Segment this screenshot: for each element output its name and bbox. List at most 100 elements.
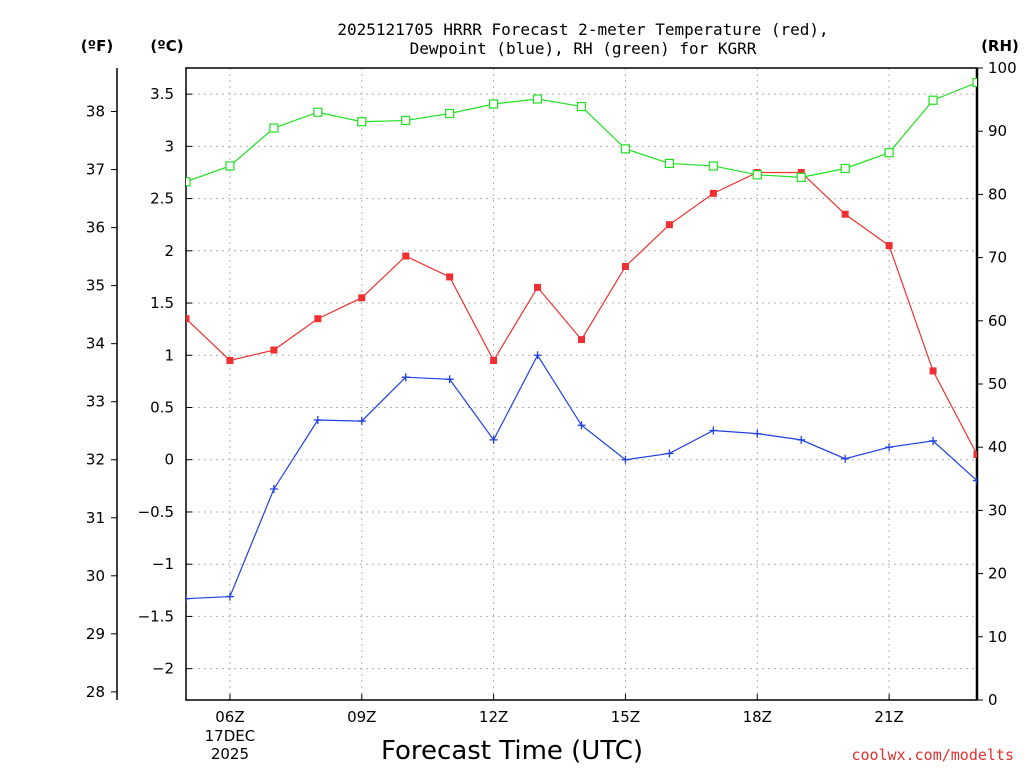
dewpoint-point [357, 417, 366, 426]
temperature-point [490, 356, 498, 364]
x-date-label: 17DEC [205, 727, 256, 745]
dewpoint-point [885, 443, 894, 452]
dewpoint-point [186, 594, 190, 603]
fahrenheit-tick-label: 30 [86, 567, 105, 585]
x-tick-label: 18Z [743, 708, 772, 726]
plot-frame [185, 67, 978, 701]
temperature-point [885, 242, 893, 250]
celsius-tick-label: −0.5 [138, 503, 174, 521]
fahrenheit-tick-label: 33 [86, 393, 105, 411]
rh-point [620, 144, 631, 154]
rh-tick-label: 90 [988, 122, 1007, 140]
rh-tick-label: 100 [988, 59, 1017, 77]
rh-tick-label: 60 [988, 312, 1007, 330]
rh-tick-label: 50 [988, 375, 1007, 393]
temperature-point [270, 346, 278, 354]
fahrenheit-tick-label: 38 [86, 103, 105, 121]
dewpoint-point [841, 454, 850, 463]
fahrenheit-tick-label: 35 [86, 277, 105, 295]
rh-point [357, 117, 367, 127]
x-tick-label: 09Z [347, 708, 376, 726]
dewpoint-point [797, 435, 806, 444]
fahrenheit-tick-label: 28 [86, 683, 105, 701]
dewpoint-point [577, 421, 586, 430]
chart-title-line1: 2025121705 HRRR Forecast 2-meter Tempera… [337, 20, 828, 39]
temperature-point [797, 168, 805, 176]
temperature-point [186, 315, 190, 323]
rh-point [796, 172, 806, 182]
rh-point [972, 77, 977, 88]
rh-point [445, 108, 455, 119]
series-line-temperature [186, 171, 977, 455]
dewpoint-point [753, 429, 762, 438]
rh-unit-label: (RH) [981, 37, 1019, 55]
temperature-point [226, 356, 234, 364]
celsius-tick-label: 0.5 [150, 399, 174, 417]
dewpoint-point [269, 484, 278, 493]
rh-point [269, 123, 279, 133]
celsius-tick-label: 3 [164, 137, 174, 155]
x-year-label: 2025 [211, 745, 249, 763]
credit-label: coolwx.com/modelts [851, 746, 1014, 764]
celsius-tick-label: 2.5 [150, 190, 174, 208]
celsius-tick-label: 3.5 [150, 85, 174, 103]
celsius-unit-label: (ºC) [150, 37, 183, 55]
rh-point [752, 170, 762, 180]
fahrenheit-unit-label: (ºF) [81, 37, 113, 55]
series-temperature [186, 168, 977, 459]
series-line-rh [186, 81, 977, 183]
rh-point [401, 115, 411, 126]
fahrenheit-tick-label: 34 [86, 335, 105, 353]
fahrenheit-tick-label: 37 [86, 161, 105, 179]
temperature-point [709, 189, 717, 197]
temperature-point [841, 210, 849, 218]
temperature-point [578, 336, 585, 344]
x-tick-label: 12Z [479, 708, 508, 726]
rh-tick-label: 80 [988, 185, 1007, 203]
dewpoint-point [313, 416, 322, 425]
temperature-point [973, 451, 977, 459]
temperature-point [621, 262, 629, 270]
rh-point [576, 101, 587, 112]
rh-point [313, 107, 323, 117]
celsius-tick-label: 1.5 [150, 294, 174, 312]
temperature-point [402, 252, 410, 260]
fahrenheit-tick-label: 32 [86, 451, 105, 469]
dewpoint-point [401, 373, 410, 382]
rh-point [489, 99, 499, 109]
x-tick-label: 06Z [215, 708, 244, 726]
celsius-tick-label: 0 [164, 451, 174, 469]
rh-point [708, 161, 718, 171]
temperature-point [314, 315, 322, 323]
dewpoint-point [533, 351, 542, 360]
rh-tick-label: 40 [988, 438, 1007, 456]
dewpoint-point [445, 375, 454, 384]
rh-point [840, 163, 850, 174]
rh-point [225, 161, 235, 171]
celsius-tick-label: −2 [152, 660, 174, 678]
temperature-point [358, 294, 366, 302]
rh-point [884, 148, 894, 158]
chart-title-line2: Dewpoint (blue), RH (green) for KGRR [410, 39, 757, 58]
celsius-tick-label: 1 [164, 346, 174, 364]
series [186, 77, 977, 603]
tick-labels: −2 −1.5 −1 −0.5 0 0.5 1 1.5 2 2.5 3 3.5 28 29 30 31 32 33… [86, 59, 1017, 763]
rh-tick-label: 70 [988, 249, 1007, 267]
rh-point [664, 158, 674, 169]
dewpoint-point [225, 592, 234, 601]
rh-point [928, 95, 938, 105]
temperature-point [534, 283, 542, 291]
celsius-tick-label: −1 [152, 555, 174, 573]
temperature-point [665, 221, 673, 229]
series-dewpoint [186, 351, 977, 603]
rh-tick-label: 20 [988, 565, 1007, 583]
rh-tick-label: 30 [988, 501, 1007, 519]
dewpoint-point [489, 435, 498, 444]
temperature-point [929, 367, 937, 375]
temperature-point [446, 273, 454, 281]
dewpoint-point [709, 426, 718, 435]
rh-point [532, 94, 543, 104]
rh-point [186, 177, 191, 187]
dewpoint-point [929, 436, 938, 445]
